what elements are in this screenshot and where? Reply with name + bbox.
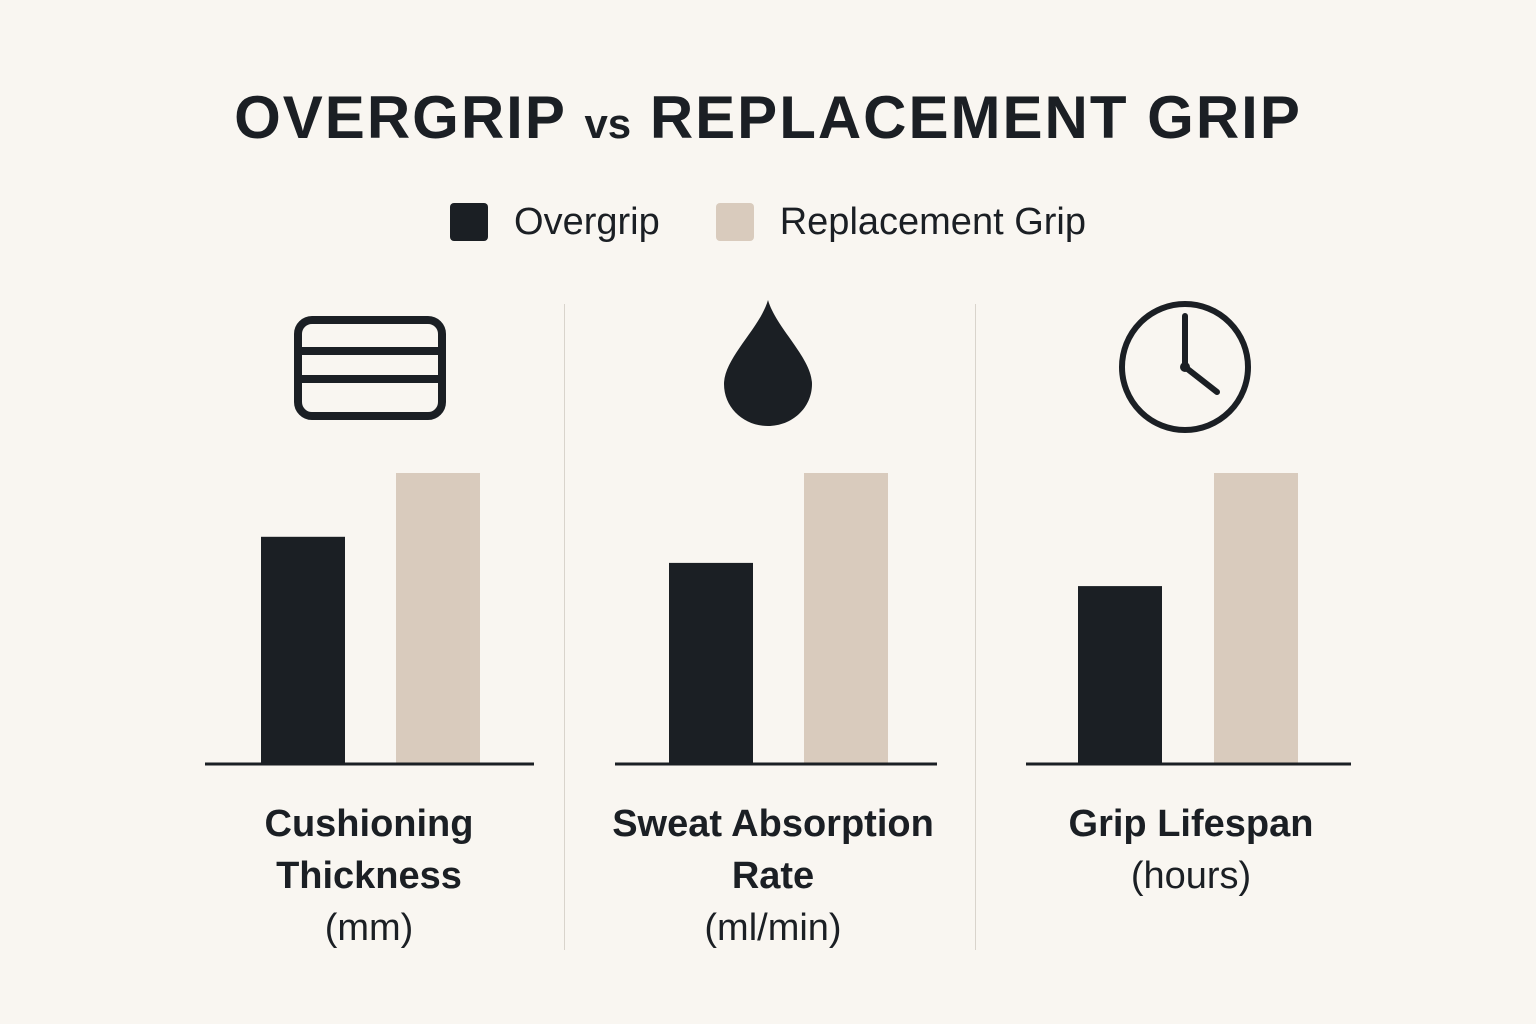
legend-item-replacement: Replacement Grip — [715, 200, 1086, 244]
panel-divider-2 — [975, 304, 976, 950]
legend-label-replacement: Replacement Grip — [779, 200, 1086, 243]
layers-icon — [294, 316, 446, 420]
panel-divider-1 — [564, 304, 565, 950]
category-label-unit: (mm) — [324, 907, 414, 949]
chart-title: OVERGRIP vs REPLACEMENT GRIP — [0, 80, 1536, 162]
legend-swatch-replacement — [715, 203, 754, 241]
category-label-cushioning: Cushioning Thickness (mm) — [219, 798, 519, 954]
bar-replacement-panel-3 — [1214, 473, 1298, 763]
bar-replacement-panel-1 — [396, 473, 480, 763]
legend-item-overgrip: Overgrip — [450, 201, 660, 244]
water-drop-icon — [724, 300, 812, 426]
legend-label-overgrip: Overgrip — [514, 200, 660, 243]
clock-icon — [1119, 301, 1251, 433]
category-label-unit: (ml/min) — [704, 907, 842, 949]
category-label-main: Cushioning Thickness — [264, 803, 474, 897]
category-label-main: Sweat Absorption Rate — [612, 803, 934, 897]
category-label-lifespan: Grip Lifespan (hours) — [1041, 798, 1341, 902]
bar-replacement-panel-2 — [804, 473, 888, 763]
bar-overgrip-panel-2 — [669, 562, 753, 763]
category-label-main: Grip Lifespan — [1068, 803, 1314, 845]
legend: Overgrip Replacement Grip — [0, 198, 1536, 246]
bar-overgrip-panel-3 — [1078, 586, 1162, 763]
bar-overgrip-panel-1 — [261, 536, 345, 763]
category-label-unit: (hours) — [1130, 855, 1252, 897]
category-label-sweat: Sweat Absorption Rate (ml/min) — [603, 798, 943, 954]
title-end: REPLACEMENT GRIP — [649, 84, 1302, 151]
legend-swatch-overgrip — [450, 203, 489, 241]
title-vs: vs — [584, 100, 632, 147]
title-main: OVERGRIP — [234, 84, 566, 151]
